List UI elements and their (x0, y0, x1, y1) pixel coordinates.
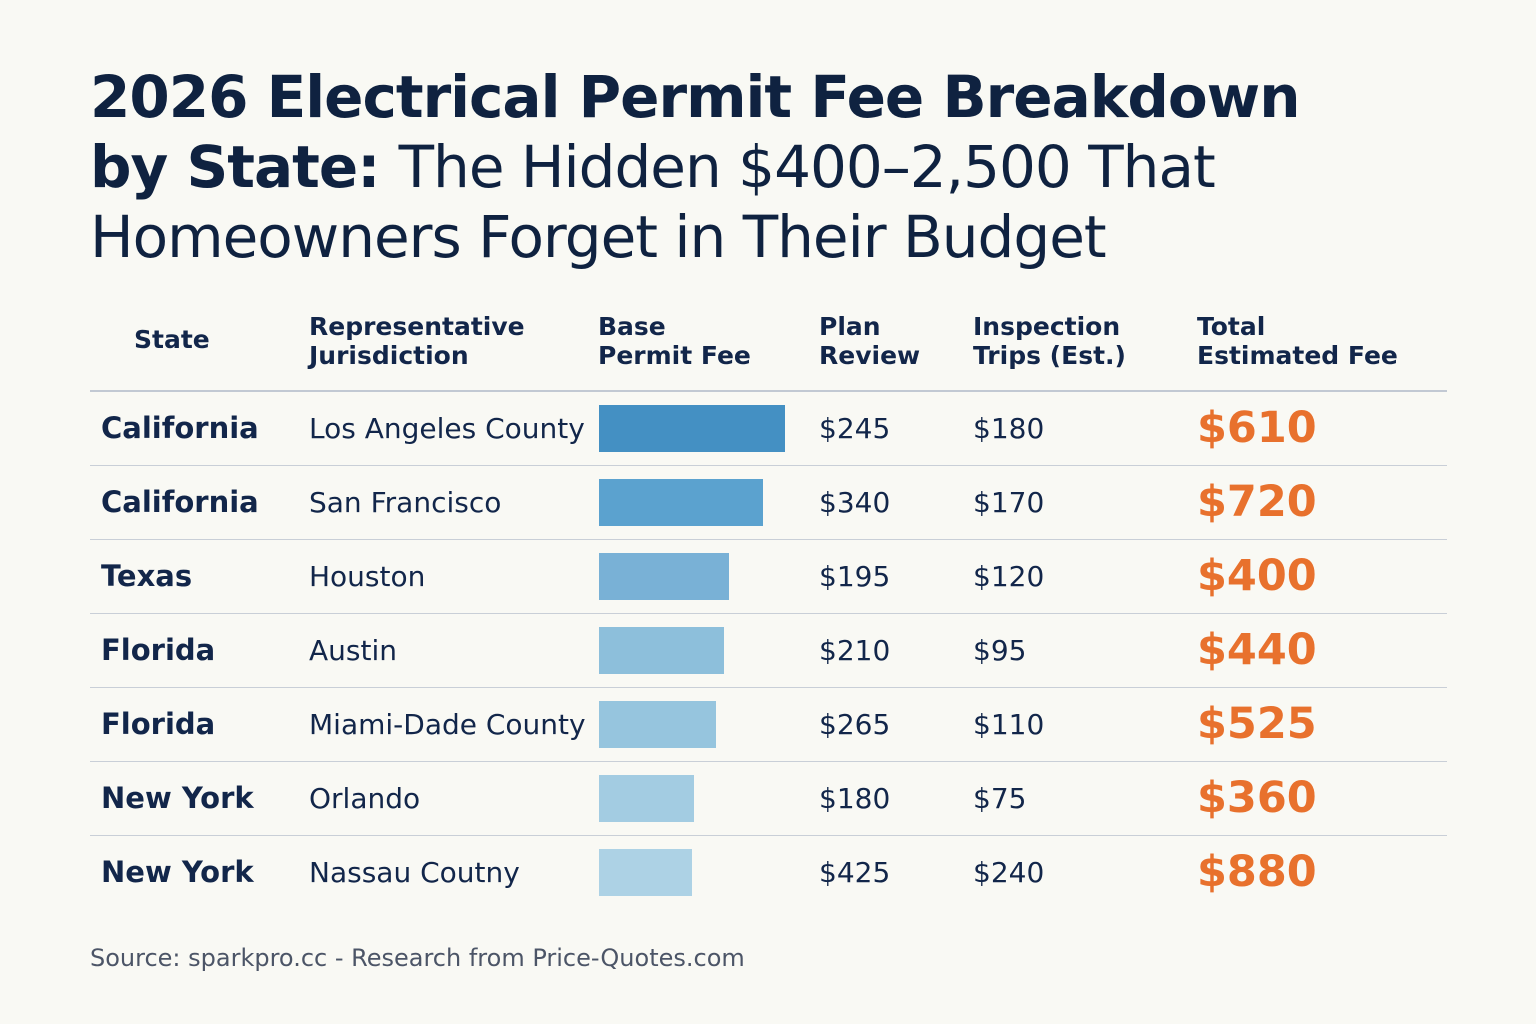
table-header: State Representative Jurisdiction Base P… (90, 300, 1447, 392)
state-cell: California (101, 411, 259, 445)
header-jurisdiction: Representative Jurisdiction (309, 312, 525, 370)
chart-title: 2026 Electrical Permit Fee Breakdown by … (90, 62, 1390, 272)
inspection-cell: $75 (973, 782, 1027, 815)
jurisdiction-cell: Orlando (309, 782, 421, 815)
state-cell: New York (101, 781, 254, 815)
plan-review-cell: $245 (819, 412, 891, 445)
table-row: New York Orlando $180 $75 $360 (90, 762, 1447, 836)
inspection-cell: $170 (973, 486, 1045, 519)
total-fee-cell: $360 (1197, 773, 1317, 823)
plan-review-cell: $265 (819, 708, 891, 741)
state-cell: Florida (101, 633, 216, 667)
table-row: Florida Austin $210 $95 $440 (90, 614, 1447, 688)
inspection-cell: $120 (973, 560, 1045, 593)
state-cell: California (101, 485, 259, 519)
inspection-cell: $240 (973, 856, 1045, 889)
state-cell: Texas (101, 559, 193, 593)
plan-review-cell: $425 (819, 856, 891, 889)
state-cell: Florida (101, 707, 216, 741)
base-permit-fee-bar (599, 479, 763, 526)
total-fee-cell: $400 (1197, 551, 1317, 601)
base-permit-fee-bar (599, 627, 724, 674)
base-permit-fee-bar (599, 701, 716, 748)
table-row: California Los Angeles County $245 $180 $610 (90, 392, 1447, 466)
base-permit-fee-bar (599, 553, 729, 600)
title-line2-rest: The Hidden $400–2,500 That (398, 133, 1216, 201)
inspection-cell: $110 (973, 708, 1045, 741)
inspection-cell: $95 (973, 634, 1027, 667)
plan-review-cell: $340 (819, 486, 891, 519)
table-body: California Los Angeles County $245 $180 $610… (90, 392, 1447, 909)
header-total-fee: Total Estimated Fee (1197, 312, 1398, 370)
title-line2-bold: by State: (90, 133, 380, 201)
jurisdiction-cell: Nassau Coutny (309, 856, 520, 889)
inspection-cell: $180 (973, 412, 1045, 445)
header-base-permit-fee: Base Permit Fee (598, 312, 751, 370)
jurisdiction-cell: Miami-Dade County (309, 708, 586, 741)
plan-review-cell: $180 (819, 782, 891, 815)
table-row: New York Nassau Coutny $425 $240 $880 (90, 836, 1447, 909)
base-permit-fee-bar (599, 775, 694, 822)
source-note: Source: sparkpro.cc - Research from Pric… (90, 944, 745, 972)
state-cell: New York (101, 855, 254, 889)
total-fee-cell: $610 (1197, 403, 1317, 453)
base-permit-fee-bar (599, 849, 692, 896)
total-fee-cell: $720 (1197, 477, 1317, 527)
jurisdiction-cell: Houston (309, 560, 426, 593)
total-fee-cell: $525 (1197, 699, 1317, 749)
table-row: Florida Miami-Dade County $265 $110 $525 (90, 688, 1447, 762)
jurisdiction-cell: Austin (309, 634, 397, 667)
jurisdiction-cell: Los Angeles County (309, 412, 585, 445)
fee-table: State Representative Jurisdiction Base P… (90, 300, 1447, 909)
total-fee-cell: $440 (1197, 625, 1317, 675)
total-fee-cell: $880 (1197, 847, 1317, 897)
jurisdiction-cell: San Francisco (309, 486, 502, 519)
title-line3: Homeowners Forget in Their Budget (90, 203, 1107, 271)
table-row: California San Francisco $340 $170 $720 (90, 466, 1447, 540)
table-row: Texas Houston $195 $120 $400 (90, 540, 1447, 614)
plan-review-cell: $195 (819, 560, 891, 593)
plan-review-cell: $210 (819, 634, 891, 667)
header-inspection-trips: Inspection Trips (Est.) (973, 312, 1126, 370)
header-state: State (134, 325, 210, 354)
title-line1: 2026 Electrical Permit Fee Breakdown (90, 63, 1301, 131)
base-permit-fee-bar (599, 405, 785, 452)
header-plan-review: Plan Review (819, 312, 921, 370)
